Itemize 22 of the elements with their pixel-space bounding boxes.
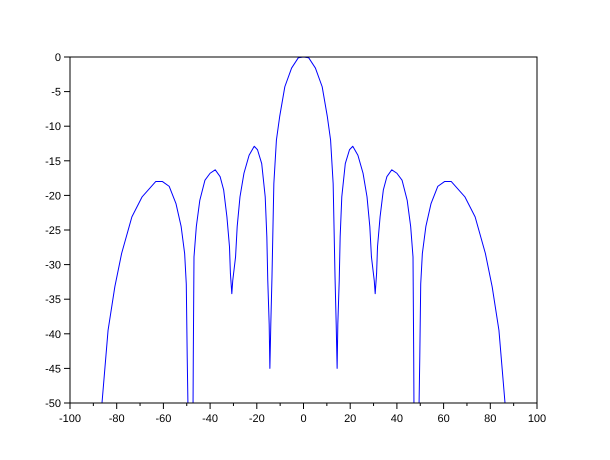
- x-tick-label: 80: [484, 413, 496, 425]
- x-tick-label: -20: [248, 413, 265, 425]
- y-tick-label: -35: [45, 294, 61, 306]
- y-tick-label: -50: [45, 398, 61, 410]
- x-tick-label: 0: [300, 413, 307, 425]
- x-tick-label: -100: [58, 413, 82, 425]
- x-tick-label: -60: [155, 413, 172, 425]
- y-tick-label: -40: [45, 328, 61, 341]
- x-tick-label: 100: [528, 413, 546, 425]
- x-tick-label: -40: [202, 413, 218, 425]
- y-tick-label: -20: [45, 190, 61, 202]
- y-tick-label: -5: [51, 86, 61, 99]
- x-tick-label: -80: [108, 413, 125, 425]
- y-tick-label: -30: [45, 260, 61, 272]
- x-tick-label: 20: [344, 413, 356, 425]
- y-tick-label: 0: [54, 52, 61, 64]
- y-tick-label: -45: [45, 363, 61, 376]
- x-tick-label: 60: [437, 413, 450, 425]
- y-tick-label: -10: [45, 121, 61, 134]
- y-tick-label: -15: [45, 156, 61, 168]
- x-tick-label: 40: [390, 413, 404, 425]
- y-tick-label: -25: [45, 225, 61, 237]
